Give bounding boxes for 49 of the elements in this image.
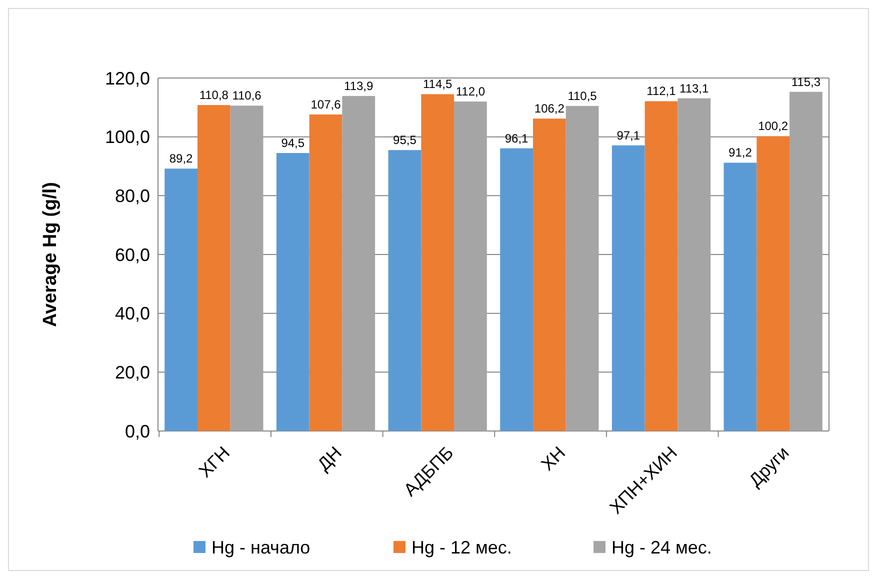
data-label: 113,1 [680, 81, 710, 96]
data-label: 114,5 [423, 77, 452, 92]
data-label: 110,6 [232, 88, 262, 103]
bar [164, 168, 198, 431]
bar [678, 98, 711, 431]
bar [532, 118, 566, 431]
data-label: 112,1 [646, 84, 676, 98]
bar [612, 145, 645, 431]
data-label: 115,3 [791, 74, 821, 89]
data-label: 94,5 [281, 136, 305, 150]
y-tick-label: 80,0 [114, 186, 150, 206]
y-tick-label: 40,0 [114, 304, 150, 324]
data-label: 112,0 [456, 84, 486, 99]
legend-label: Hg - начало [212, 537, 310, 558]
x-tick-label: ДН [314, 442, 346, 475]
bar [309, 114, 342, 431]
bar [421, 94, 454, 431]
data-label: 89,2 [169, 152, 194, 166]
bar [644, 101, 678, 431]
data-label: 110,5 [568, 88, 598, 103]
y-tick-label: 60,0 [114, 244, 150, 265]
legend-label: Hg - 24 мес. [612, 537, 712, 558]
bar [388, 150, 422, 431]
y-axis-title: Average Hg (g/l) [40, 182, 61, 327]
y-tick-label: 0,0 [124, 421, 150, 442]
data-label: 95,5 [393, 133, 417, 148]
bar [566, 106, 599, 431]
bar [342, 96, 376, 431]
y-tick-label: 100,0 [104, 127, 150, 148]
bar [454, 102, 487, 431]
y-tick-label: 20,0 [114, 362, 150, 382]
data-label: 97,1 [616, 128, 640, 142]
data-label: 106,2 [534, 102, 565, 116]
bar [500, 148, 533, 431]
bar [230, 106, 264, 431]
bar [724, 162, 757, 431]
data-label: 91,2 [728, 146, 752, 160]
data-label: 110,8 [199, 88, 229, 102]
bar [197, 105, 230, 431]
bar [756, 136, 790, 431]
x-tick-label: ХН [537, 442, 570, 474]
data-label: 96,1 [504, 131, 529, 146]
data-label: 100,2 [758, 119, 788, 134]
y-tick-label: 120,0 [104, 68, 150, 88]
bar [276, 153, 310, 431]
bar [790, 92, 822, 431]
data-label: 113,9 [344, 78, 374, 93]
data-label: 107,6 [310, 97, 342, 112]
legend-label: Hg - 12 мес. [412, 537, 512, 558]
